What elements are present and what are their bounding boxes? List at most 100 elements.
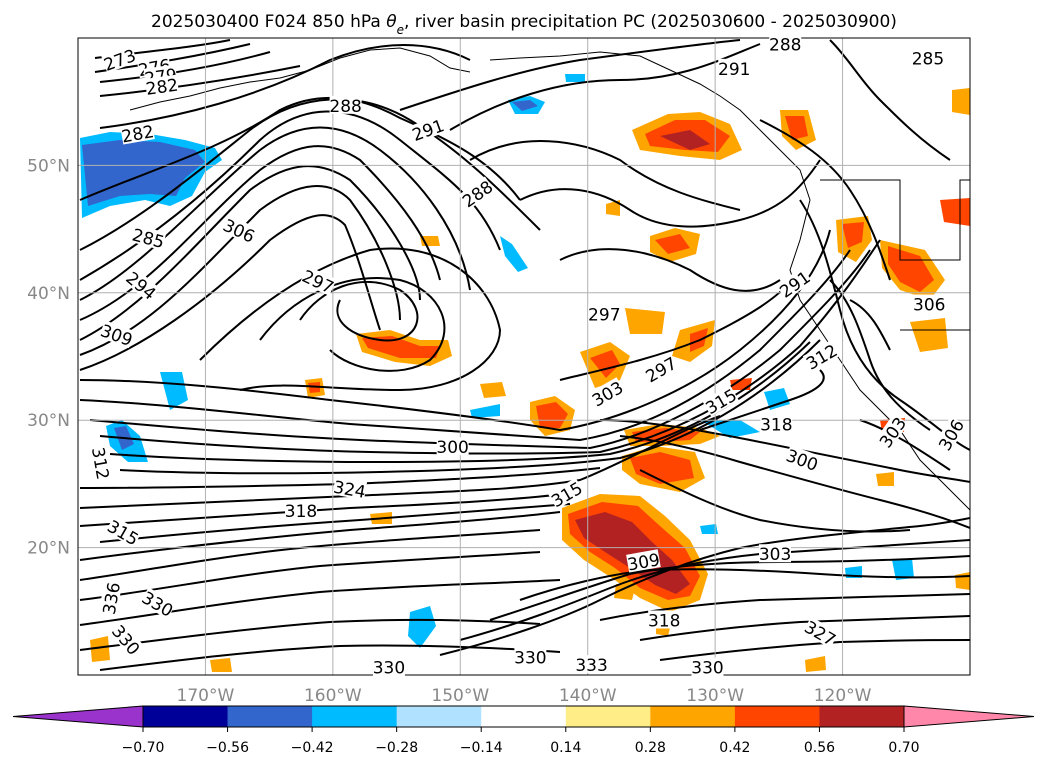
contour-label-text: 330: [691, 659, 723, 679]
contour-label-text: 285: [912, 50, 944, 70]
pos-region: [955, 572, 970, 590]
contour-label-bg: [372, 657, 405, 676]
colorbar: −0.70 −0.56 −0.42 −0.28 −0.14 0.14 0.28 0.42 0.5…: [12, 705, 1035, 756]
contour-label-text: 330: [514, 648, 546, 668]
colorbar-extend-under: [12, 705, 144, 728]
contour-label-text: 303: [759, 545, 791, 565]
colorbar-segment: [227, 706, 313, 727]
contour-label-bg: [642, 352, 679, 385]
pos-region: [842, 222, 864, 248]
colorbar-label: −0.56: [206, 740, 249, 756]
colorbar-label: 0.14: [550, 740, 581, 756]
colorbar-label: 0.42: [719, 740, 750, 756]
contour-label-bg: [89, 445, 114, 481]
contour-label-bg: [875, 413, 909, 451]
colorbar-label: −0.28: [375, 740, 418, 756]
lat-tick-label: 40°N: [27, 284, 70, 304]
contour-label-text: 330: [373, 659, 405, 679]
contour-label-bg: [332, 476, 368, 500]
contour-label-bg: [626, 549, 661, 573]
colorbar-label: 0.70: [888, 740, 919, 756]
contour-label-bg: [221, 214, 258, 245]
pos-region: [655, 234, 690, 254]
contour-label-bg: [575, 655, 608, 674]
pos-region: [536, 402, 568, 428]
colorbar-label: 0.56: [804, 740, 835, 756]
neg-region: [500, 236, 528, 272]
contour-label: 297: [588, 304, 621, 326]
contour-label-bg: [120, 121, 155, 145]
contour-label-bg: [285, 500, 317, 519]
contour-label-text: 288: [329, 97, 361, 117]
contour-label-bg: [436, 437, 469, 456]
contour-label-bg: [547, 477, 585, 510]
pos-region: [362, 336, 440, 358]
pos-region: [876, 472, 894, 486]
contour-label: 303: [759, 544, 791, 565]
lat-tick-label: 50°N: [27, 156, 70, 176]
contour-label-bg: [691, 657, 724, 676]
contour-label-bg: [776, 266, 813, 301]
neg-region: [700, 524, 718, 534]
colorbar-segment: [650, 706, 736, 727]
contour-label: 288: [769, 34, 801, 56]
contour-label-bg: [648, 610, 681, 629]
gridlines: [78, 38, 970, 675]
contour-label: 330: [372, 657, 405, 679]
pos-region: [630, 452, 694, 484]
neg-region: [470, 404, 500, 418]
contour-label-bg: [329, 95, 362, 114]
contour-label-text: 333: [575, 656, 607, 676]
contour-label-bg: [123, 267, 160, 303]
colorbar-segment: [312, 706, 398, 727]
colorbar-segment: [734, 706, 820, 727]
contour-label: 318: [285, 500, 317, 522]
contour-label-text: 291: [718, 60, 750, 80]
contour-label-bg: [514, 647, 547, 666]
contour-label-bg: [109, 621, 144, 658]
pos-region: [480, 382, 506, 398]
lon-tick-label: 170°W: [177, 686, 235, 706]
contour-label-bg: [409, 115, 446, 144]
neg-region: [892, 558, 914, 580]
contour-label-text: 282: [145, 76, 180, 100]
contour-label: 318: [760, 414, 793, 435]
lon-ticks: 170°W 160°W 150°W 140°W 130°W 120°W: [177, 686, 872, 706]
contour-label-text: 300: [436, 438, 468, 458]
pos-region: [785, 116, 808, 140]
contour-label: 285: [912, 48, 944, 70]
colorbar-segment: [819, 706, 905, 727]
pos-region: [625, 308, 665, 334]
contour-label: 291: [718, 58, 750, 80]
contour-label: 333: [575, 655, 608, 676]
contour-label-bg: [588, 377, 626, 409]
contour-label: 282: [144, 74, 180, 100]
contour-label: 306: [913, 294, 946, 316]
pos-region: [805, 656, 826, 672]
lon-tick-label: 150°W: [431, 686, 489, 706]
colorbar-extend-over: [903, 705, 1035, 728]
contour-label-bg: [913, 294, 946, 313]
contour-labels: 2732762792822822882912882853062972943092…: [87, 34, 969, 679]
pos-region: [590, 350, 620, 378]
contour-label-bg: [802, 616, 839, 649]
neg-region: [764, 388, 790, 410]
contour-label: 330: [514, 647, 547, 668]
contour-label: 300: [436, 437, 469, 458]
neg-region: [565, 74, 585, 82]
contour-label-bg: [760, 414, 793, 433]
contour-label-bg: [144, 74, 179, 97]
pos-region: [210, 658, 232, 672]
contour-label: 330: [691, 657, 724, 679]
contour-label-text: 297: [588, 306, 620, 326]
pos-region: [614, 584, 636, 600]
contour-label-text: 288: [769, 36, 801, 56]
contour-label-text: 306: [913, 296, 945, 316]
contour-label-text: 318: [760, 415, 792, 435]
lon-tick-label: 140°W: [559, 686, 617, 706]
contour-label-bg: [139, 587, 177, 619]
colorbar-label: 0.28: [635, 740, 666, 756]
colorbar-label: −0.14: [460, 740, 503, 756]
pos-region: [90, 636, 110, 662]
contour-label: 306: [220, 214, 258, 248]
